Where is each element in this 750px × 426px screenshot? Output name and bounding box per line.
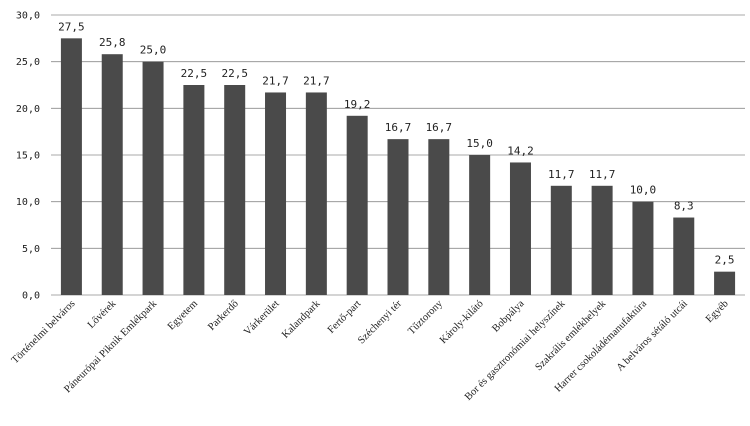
data-labels: 27,5 25,8 25,0 22,5 22,5 21,7 21,7 19,2 16,7 16,7… [58,20,734,266]
y-tick-label: 30,0 [16,11,40,22]
bar [387,139,409,295]
category-label: Egyéb [704,298,731,325]
category-label: Kalandpark [280,298,323,341]
y-tick-label: 5,0 [22,244,40,255]
data-label: 11,7 [548,168,575,181]
category-label: Károly-kilátó [438,298,486,346]
category-label: Egyetem [166,298,200,332]
category-label: Történelmi belváros [10,298,78,366]
bar [224,85,246,295]
bar [673,217,695,295]
data-label: 15,0 [466,137,493,150]
category-label: Lővérek [86,298,119,331]
bar [265,92,287,295]
bar [632,201,654,295]
data-label: 10,0 [630,184,657,197]
data-label: 16,7 [426,121,453,134]
category-label: Széchenyi tér [356,298,404,346]
data-label: 22,5 [181,67,208,80]
bar [428,139,450,295]
category-label: Szakrális emlékhelyek [533,298,608,373]
category-label: Parkerdő [206,298,241,333]
bar [469,155,491,295]
data-label: 16,7 [385,121,412,134]
category-label: Tűztorony [406,298,445,337]
bar [305,92,327,295]
bar [142,61,164,295]
y-tick-label: 15,0 [16,151,40,162]
data-label: 11,7 [589,168,616,181]
y-axis-tick-labels: 0,0 5,0 10,0 15,0 20,0 25,0 30,0 [16,11,40,302]
bar [60,38,82,295]
category-label: A belváros sétáló utcái [615,298,690,373]
y-tick-label: 0,0 [22,291,40,302]
data-label: 2,5 [715,254,735,267]
category-label: Várkerület [242,298,282,338]
data-label: 21,7 [303,74,330,87]
y-tick-label: 20,0 [16,104,40,115]
data-label: 21,7 [262,74,289,87]
data-label: 22,5 [221,67,248,80]
data-label: 27,5 [58,20,85,33]
bar [714,271,736,295]
bar [591,185,613,295]
data-label: 14,2 [507,144,534,157]
bars [60,38,736,296]
data-label: 19,2 [344,98,371,111]
bar [550,185,572,295]
bar [101,54,123,296]
data-label: 25,8 [99,36,126,49]
y-tick-label: 10,0 [16,197,40,208]
bar [346,115,368,295]
data-label: 25,0 [140,44,167,57]
y-tick-label: 25,0 [16,57,40,68]
data-label: 8,3 [674,200,694,213]
bar [509,162,531,295]
category-label: Bobpálya [490,298,526,334]
bar [183,85,205,295]
category-label: Fertő-part [326,298,364,336]
